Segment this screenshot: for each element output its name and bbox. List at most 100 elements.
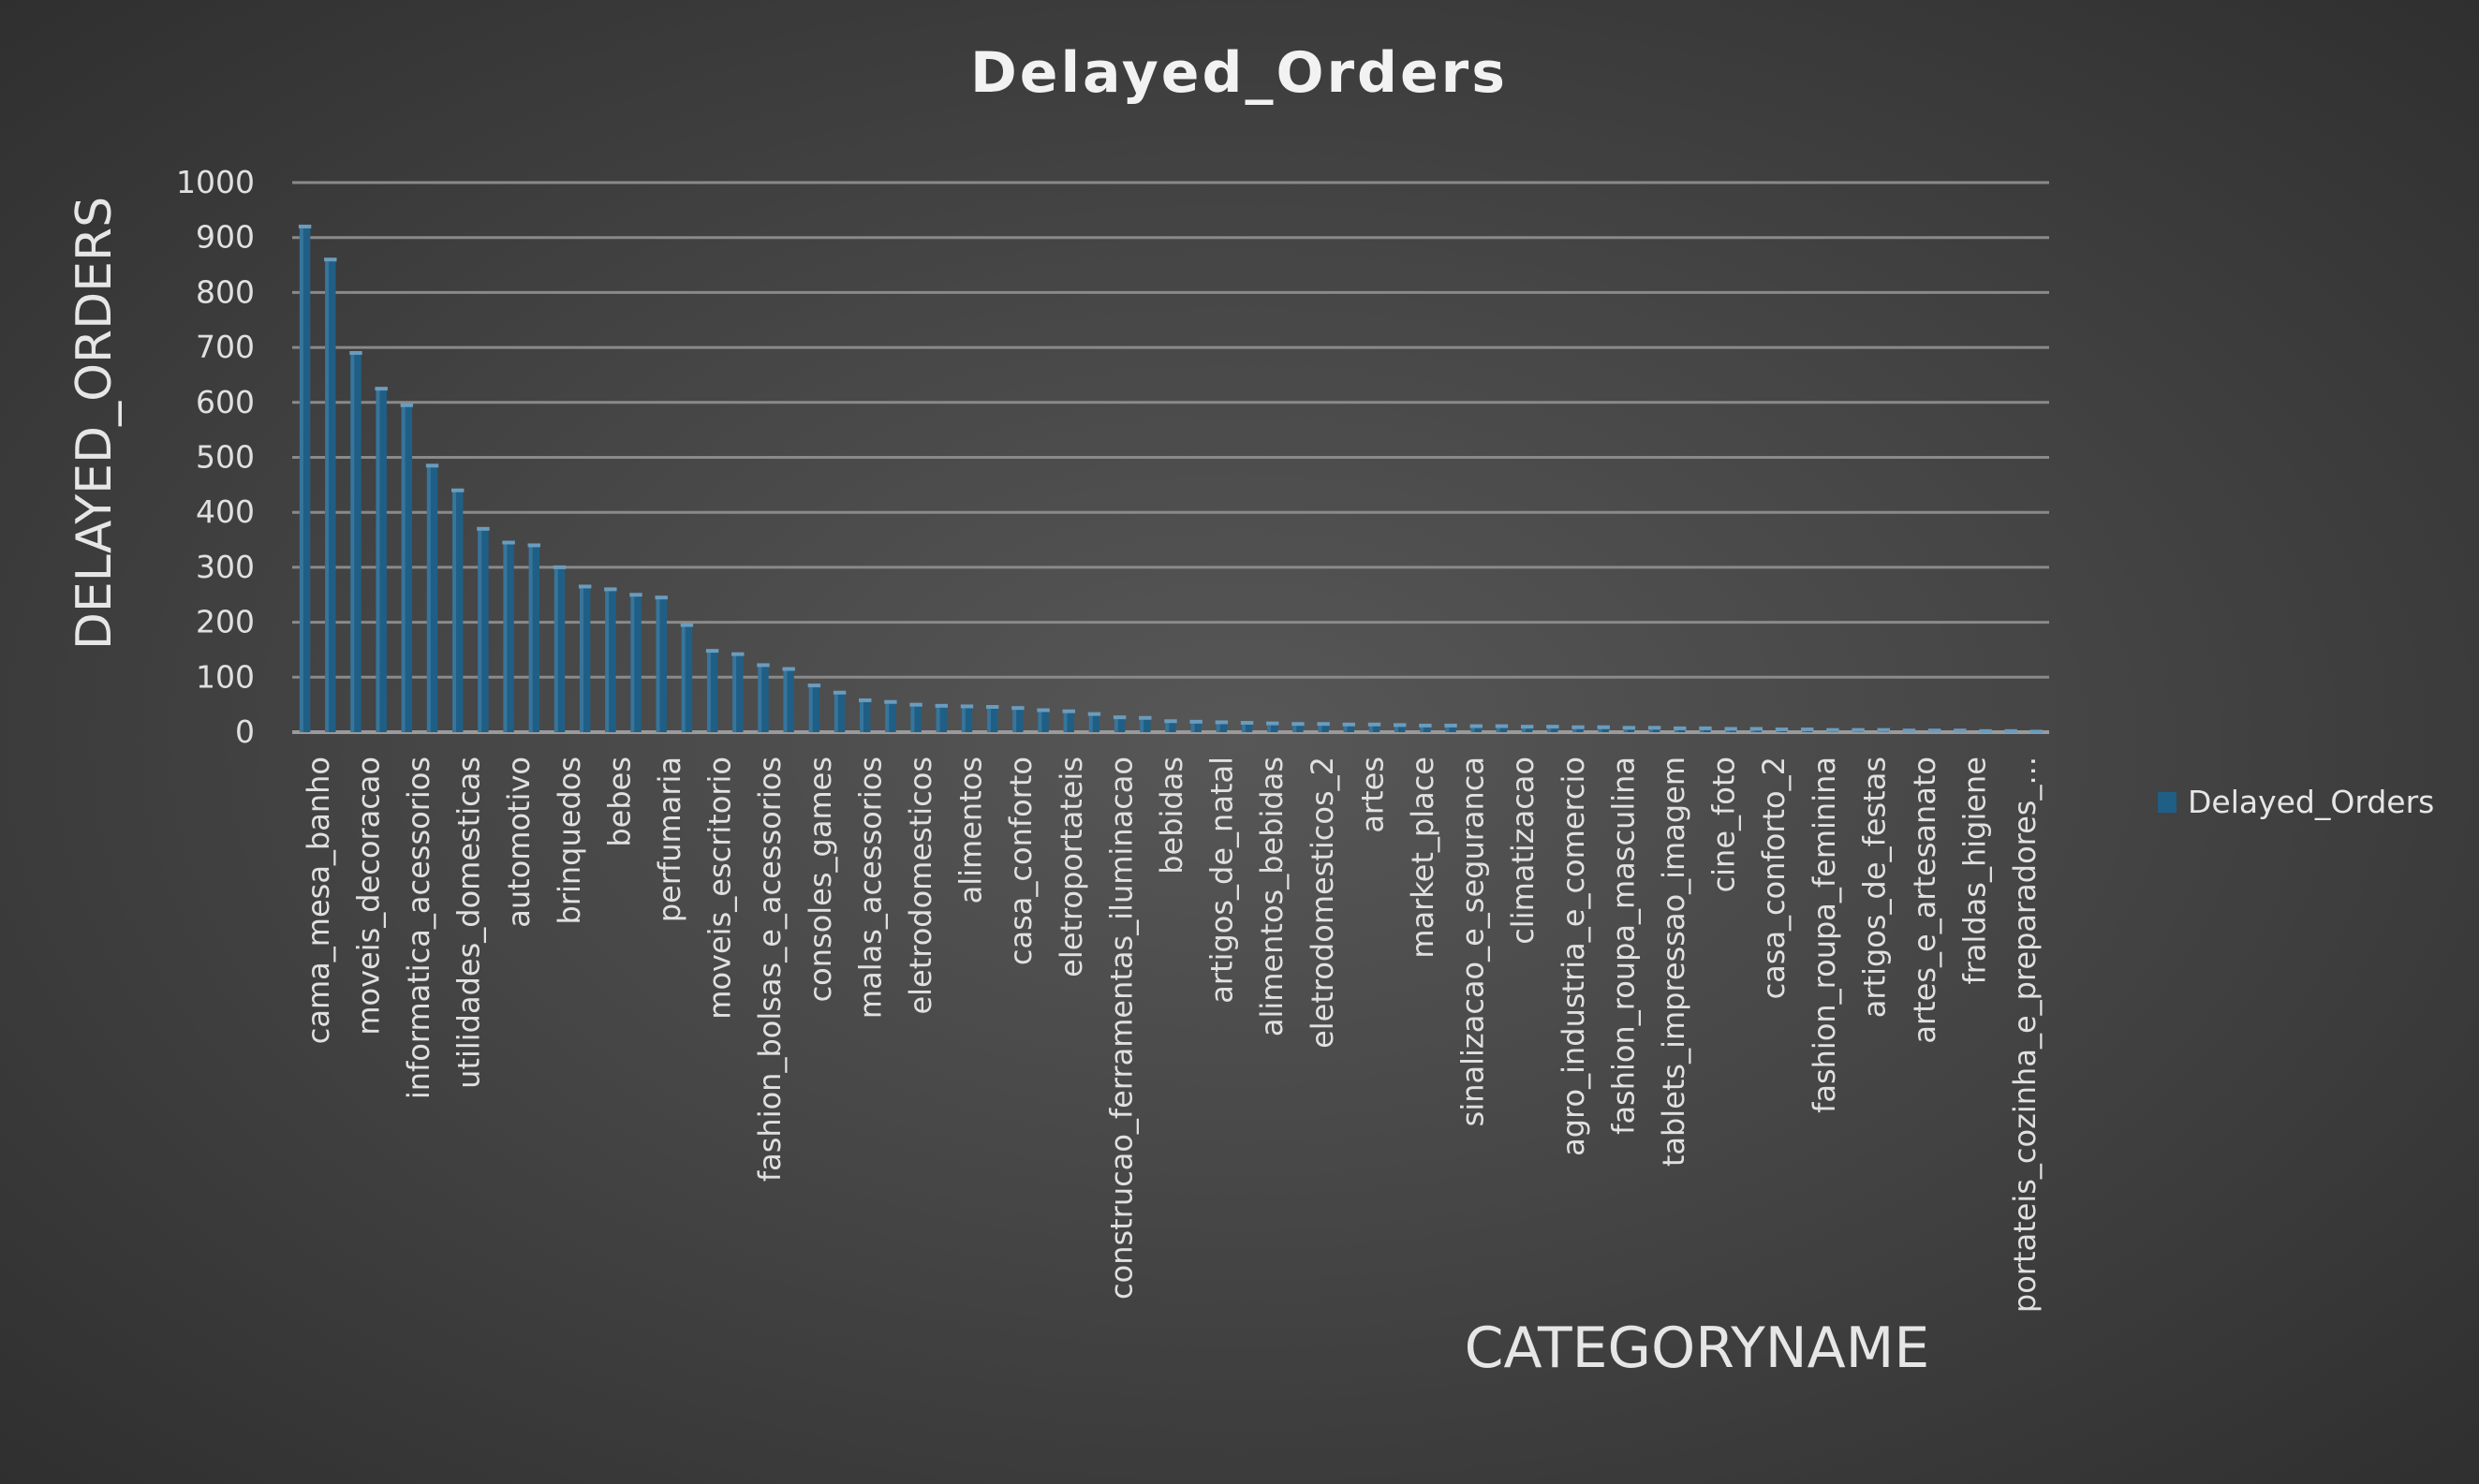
bar-highlight <box>1394 725 1398 732</box>
bar-highlight <box>1241 723 1246 732</box>
bar-highlight <box>758 665 762 732</box>
bar <box>782 667 795 732</box>
x-tick-label: bebes <box>601 757 637 847</box>
bar <box>1037 708 1050 732</box>
bar-highlight <box>1675 727 1679 732</box>
bar-cap <box>349 350 362 355</box>
bar <box>909 702 922 732</box>
x-tick-label: artigos_de_natal <box>1204 757 1240 1004</box>
bar-body <box>426 465 438 732</box>
x-tick-label: sinalizacao_e_seguranca <box>1455 757 1491 1126</box>
bar-cap <box>1139 715 1152 720</box>
bar-body <box>401 404 413 732</box>
y-tick-label: 400 <box>196 493 255 530</box>
chart-title: Delayed_Orders <box>970 40 1508 106</box>
y-axis-title: DELAYED_ORDERS <box>66 197 123 650</box>
x-tick-label: eletrodomesticos <box>903 757 938 1015</box>
bar <box>553 565 567 732</box>
x-tick-label: artigos_de_festas <box>1856 757 1892 1018</box>
y-tick-label: 300 <box>196 549 255 585</box>
bar-cap <box>629 593 642 597</box>
bar-highlight <box>376 389 380 732</box>
x-tick-label: eletrodomesticos_2 <box>1305 757 1340 1049</box>
bars <box>298 224 2044 734</box>
bar-body <box>1394 725 1406 732</box>
bar <box>1520 725 1534 732</box>
bar-cap <box>1572 725 1585 729</box>
bar-cap <box>425 463 439 468</box>
x-tick-label: moveis_decoracao <box>350 757 386 1036</box>
bar-body <box>452 490 464 732</box>
y-tick-label: 1000 <box>176 164 255 200</box>
bar <box>527 543 540 732</box>
bar <box>1597 725 1610 732</box>
bar-cap <box>1342 722 1356 727</box>
bar <box>1087 712 1101 732</box>
bar-highlight <box>986 706 991 732</box>
bar-cap <box>1240 721 1254 726</box>
bar-cap <box>477 526 490 531</box>
bar-body <box>1521 727 1533 732</box>
x-tick-label: market_place <box>1405 757 1440 959</box>
bar <box>1852 727 1865 732</box>
bar-highlight <box>452 490 457 732</box>
bar <box>1113 715 1127 732</box>
bar <box>324 257 337 732</box>
bar <box>1801 727 1814 732</box>
bar-highlight <box>1267 723 1272 732</box>
x-tick-label: eletroportateis <box>1054 757 1089 977</box>
bar-highlight <box>350 352 355 732</box>
bar-body <box>553 566 566 732</box>
bar-cap <box>833 690 847 695</box>
bar-cap <box>935 703 949 708</box>
bar <box>833 690 847 732</box>
bar-body <box>885 701 896 732</box>
x-tick-label: portateis_cozinha_e_preparadores_... <box>2007 757 2043 1313</box>
bar-cap <box>451 488 465 492</box>
bar-highlight <box>630 595 635 732</box>
bar-cap <box>1724 727 1737 731</box>
bar <box>1902 728 1916 733</box>
bar-cap <box>1775 727 1789 732</box>
bar-cap <box>705 649 719 654</box>
x-tick-label: tablets_impressao_imagem <box>1656 757 1691 1167</box>
x-tick-label: alimentos_bebidas <box>1254 757 1290 1036</box>
bar-body <box>1165 721 1176 732</box>
bar-cap <box>1927 728 1941 733</box>
bar-highlight <box>1318 724 1322 732</box>
bar <box>1240 721 1254 732</box>
bar-highlight <box>1496 726 1500 732</box>
bar-highlight <box>808 685 813 732</box>
bar-cap <box>553 565 567 569</box>
bar <box>1444 723 1457 732</box>
bar-body <box>299 226 311 732</box>
bar <box>451 488 465 732</box>
bar-highlight <box>579 586 583 732</box>
bar <box>1674 726 1687 732</box>
bar <box>1164 719 1177 732</box>
x-tick-label: moveis_escritorio <box>702 757 738 1020</box>
bar <box>884 699 897 732</box>
x-tick-label: automotivo <box>501 757 537 928</box>
bar-body <box>681 624 693 732</box>
bar-highlight <box>656 597 660 732</box>
x-tick-label: consoles_games <box>803 757 838 1002</box>
bar <box>502 540 515 732</box>
x-tick-label: construcao_ferramentas_iluminacao <box>1103 757 1139 1300</box>
bar-cap <box>909 702 922 707</box>
bar <box>1572 725 1585 732</box>
bar <box>655 595 668 732</box>
bar-body <box>783 669 794 732</box>
x-tick-label: artes_e_artesanato <box>1907 757 1942 1044</box>
bar <box>375 387 388 732</box>
bar-highlight <box>478 528 482 732</box>
bar-cap <box>1801 727 1814 732</box>
bar-cap <box>1954 728 1967 733</box>
bar-highlight <box>1700 727 1704 732</box>
bar-cap <box>1087 712 1101 716</box>
bar-cap <box>1826 727 1839 732</box>
bar-highlight <box>1165 721 1170 732</box>
bar-cap <box>731 652 745 656</box>
x-tick-label: fashion_roupa_masculina <box>1605 757 1641 1135</box>
bar-highlight <box>1572 727 1577 732</box>
